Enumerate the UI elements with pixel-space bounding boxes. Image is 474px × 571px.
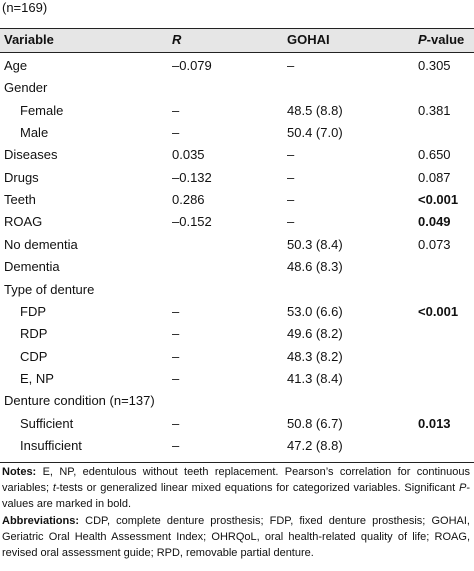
cell-value: – (172, 348, 180, 364)
row-label: Diseases (4, 147, 58, 163)
notes-label: Notes: (2, 466, 37, 478)
cell-value: <0.001 (418, 303, 459, 319)
header-cell: Variable (4, 32, 54, 47)
bottom-rule (0, 462, 474, 464)
notes-italic: t (52, 482, 56, 494)
cell-value: 0.035 (172, 147, 205, 163)
row-label: Dementia (4, 259, 60, 275)
row-label: CDP (20, 348, 48, 364)
abbreviations: Abbreviations: CDP, complete denture pro… (2, 513, 470, 561)
row-label: Female (20, 102, 64, 118)
header-text: -value (426, 32, 465, 47)
row-label: Denture condition (n=137) (4, 393, 155, 409)
abbreviations-text: CDP, complete denture prosthesis; FDP, f… (2, 515, 470, 559)
cell-value: 48.6 (8.3) (287, 259, 343, 275)
notes-text: -tests or generalized linear mixed equat… (55, 482, 459, 494)
cell-value: – (287, 169, 295, 185)
cell-value: <0.001 (418, 192, 459, 208)
cell-value: 0.381 (418, 102, 451, 118)
row-label: FDP (20, 303, 46, 319)
header-rule (0, 52, 474, 53)
cell-value: 0.087 (418, 169, 451, 185)
cell-value: 50.4 (7.0) (287, 125, 343, 141)
caption: (n=169) (2, 0, 48, 15)
row-label: E, NP (20, 370, 54, 386)
top-rule (0, 28, 474, 29)
cell-value: 0.073 (418, 236, 451, 252)
cell-value: 53.0 (6.6) (287, 303, 343, 319)
row-label: ROAG (4, 214, 43, 230)
cell-value: – (172, 303, 180, 319)
cell-value: 0.013 (418, 415, 451, 431)
cell-value: – (287, 147, 295, 163)
header-italic: P (418, 32, 427, 47)
cell-value: 0.305 (418, 58, 451, 73)
cell-value: – (287, 214, 295, 230)
notes-text: -values are marked in bold. (2, 482, 470, 510)
notes-text: E, NP, edentulous without teeth replacem… (2, 466, 470, 494)
cell-value: – (172, 437, 180, 453)
row-label: Sufficient (20, 415, 74, 431)
cell-value: – (172, 102, 180, 118)
notes-italic: P (458, 482, 467, 494)
cell-value: 50.3 (8.4) (287, 236, 343, 252)
row-label: Male (20, 125, 49, 141)
row-label: RDP (20, 326, 48, 342)
cell-value: –0.132 (172, 169, 212, 185)
cell-value: 47.2 (8.8) (287, 437, 343, 453)
header-cell: GOHAI (287, 32, 330, 47)
cell-value: 48.3 (8.2) (287, 348, 343, 364)
header-background (0, 29, 474, 52)
cell-value: 0.286 (172, 192, 205, 208)
row-label: Insufficient (20, 437, 82, 453)
cell-value: – (172, 125, 180, 141)
cell-value: – (172, 415, 180, 431)
cell-value: 50.8 (6.7) (287, 415, 343, 431)
row-label: No dementia (4, 236, 78, 252)
cell-value: – (172, 326, 180, 342)
cell-value: 41.3 (8.4) (287, 370, 343, 386)
cell-value: 48.5 (8.8) (287, 102, 343, 118)
row-label: Type of denture (4, 281, 95, 297)
cell-value: 0.650 (418, 147, 451, 163)
cell-value: –0.079 (172, 58, 212, 73)
cell-value: 0.049 (418, 214, 451, 230)
abbreviations-label: Abbreviations: (2, 515, 80, 527)
cell-value: – (172, 370, 180, 386)
row-label: Age (4, 58, 28, 73)
row-label: Gender (4, 80, 48, 96)
cell-value: 49.6 (8.2) (287, 326, 343, 342)
cell-value: – (287, 58, 295, 73)
row-label: Drugs (4, 169, 39, 185)
notes: Notes: E, NP, edentulous without teeth r… (2, 464, 470, 512)
header-cell: R (172, 32, 182, 47)
row-label: Teeth (4, 192, 36, 208)
cell-value: –0.152 (172, 214, 212, 230)
header-cell: P-value (418, 32, 464, 48)
cell-value: – (287, 192, 295, 208)
